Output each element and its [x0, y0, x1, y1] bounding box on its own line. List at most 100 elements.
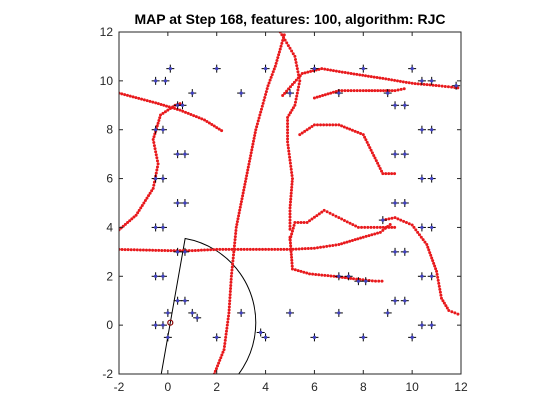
- trajectory-point: [387, 77, 391, 81]
- trajectory-point: [281, 35, 285, 39]
- trajectory-point: [247, 162, 251, 166]
- feature-dot: [154, 225, 158, 230]
- trajectory-point: [261, 247, 265, 251]
- trajectory-point: [378, 76, 382, 80]
- trajectory-point: [249, 151, 253, 155]
- trajectory-point: [224, 329, 228, 333]
- trajectory-point: [334, 123, 338, 127]
- trajectory-point: [337, 243, 341, 247]
- feature-dot: [386, 311, 390, 315]
- plot-area: [119, 32, 461, 374]
- trajectory-point: [358, 73, 362, 77]
- trajectory-point: [361, 235, 365, 239]
- trajectory-point: [372, 75, 376, 79]
- trajectory-point: [290, 261, 294, 265]
- trajectory-point: [290, 174, 294, 178]
- trajectory-point: [290, 255, 294, 259]
- trajectory-point: [178, 108, 182, 112]
- trajectory-point: [434, 267, 438, 271]
- trajectory-point: [381, 89, 385, 93]
- trajectory-point: [312, 96, 316, 100]
- trajectory-point: [320, 67, 324, 71]
- trajectory-point: [147, 194, 151, 198]
- trajectory-point: [372, 153, 376, 157]
- feature-5: [178, 101, 187, 110]
- feature-35: [400, 199, 409, 207]
- trajectory-point: [340, 70, 344, 74]
- trajectory-point: [306, 70, 310, 74]
- trajectory-point: [375, 225, 379, 229]
- feature-dot: [176, 201, 180, 205]
- trajectory-point: [350, 128, 354, 132]
- trajectory-point: [233, 235, 237, 239]
- trajectory-point: [232, 244, 236, 248]
- trajectory-point: [286, 44, 290, 48]
- trajectory-point: [453, 311, 457, 315]
- trajectory-point: [145, 99, 149, 103]
- trajectory-point: [281, 94, 285, 98]
- trajectory-point: [361, 278, 365, 282]
- trajectory-point: [290, 185, 294, 189]
- trajectory-point: [407, 222, 411, 226]
- trajectory-point: [393, 89, 397, 93]
- feature-dot: [393, 299, 397, 303]
- trajectory-point: [295, 94, 299, 98]
- trajectory-point: [155, 124, 159, 128]
- trajectory-point: [376, 231, 380, 235]
- trajectory-point: [274, 61, 278, 65]
- trajectory-point: [396, 217, 400, 221]
- trajectory-point: [416, 82, 420, 86]
- trajectory-8: [288, 208, 397, 242]
- trajectory-point: [334, 89, 338, 93]
- feature-72: [163, 333, 172, 342]
- trajectory-point: [290, 83, 294, 87]
- feature-dot: [161, 323, 165, 327]
- trajectory-point: [290, 232, 294, 236]
- trajectory-point: [298, 79, 302, 83]
- trajectory-point: [197, 116, 201, 120]
- trajectory-point: [410, 81, 414, 85]
- trajectory-point: [348, 239, 352, 243]
- feature-62: [188, 308, 197, 317]
- trajectory-point: [141, 248, 145, 252]
- trajectory-point: [320, 273, 324, 277]
- trajectory-point: [268, 78, 272, 82]
- trajectory-point: [288, 46, 292, 50]
- trajectory-point: [446, 85, 450, 89]
- feature-dot: [337, 91, 341, 95]
- x-tick-label: 4: [262, 380, 269, 394]
- trajectory-point: [156, 162, 160, 166]
- trajectory-point: [435, 269, 439, 273]
- trajectory-point: [245, 247, 249, 251]
- trajectory-point: [288, 203, 292, 207]
- trajectory-point: [370, 233, 374, 237]
- trajectory-point: [123, 93, 127, 97]
- trajectory-point: [254, 128, 258, 132]
- trajectory-point: [428, 83, 432, 87]
- feature-dot: [154, 274, 158, 278]
- trajectory-point: [254, 247, 258, 251]
- trajectory-point: [323, 273, 327, 277]
- x-tick-label: -2: [114, 380, 125, 394]
- feature-48: [344, 272, 353, 281]
- feature-dot: [176, 103, 180, 107]
- feature-60: [417, 321, 426, 330]
- trajectory-point: [290, 49, 294, 53]
- trajectory-point: [234, 232, 238, 236]
- trajectory-point: [387, 217, 391, 221]
- trajectory-point: [289, 194, 293, 198]
- feature-dot: [430, 274, 434, 278]
- feature-63: [212, 333, 221, 342]
- trajectory-point: [290, 180, 294, 184]
- trajectory-point: [288, 221, 292, 225]
- axes-box: [118, 31, 462, 375]
- trajectory-point: [369, 148, 373, 152]
- feature-7: [237, 89, 246, 98]
- trajectory-point: [227, 311, 231, 315]
- trajectory-point: [245, 171, 249, 175]
- feature-0: [151, 76, 160, 85]
- trajectory-point: [390, 89, 394, 93]
- trajectory-4: [278, 32, 302, 231]
- trajectory-point: [148, 99, 152, 103]
- trajectory-point: [390, 172, 394, 176]
